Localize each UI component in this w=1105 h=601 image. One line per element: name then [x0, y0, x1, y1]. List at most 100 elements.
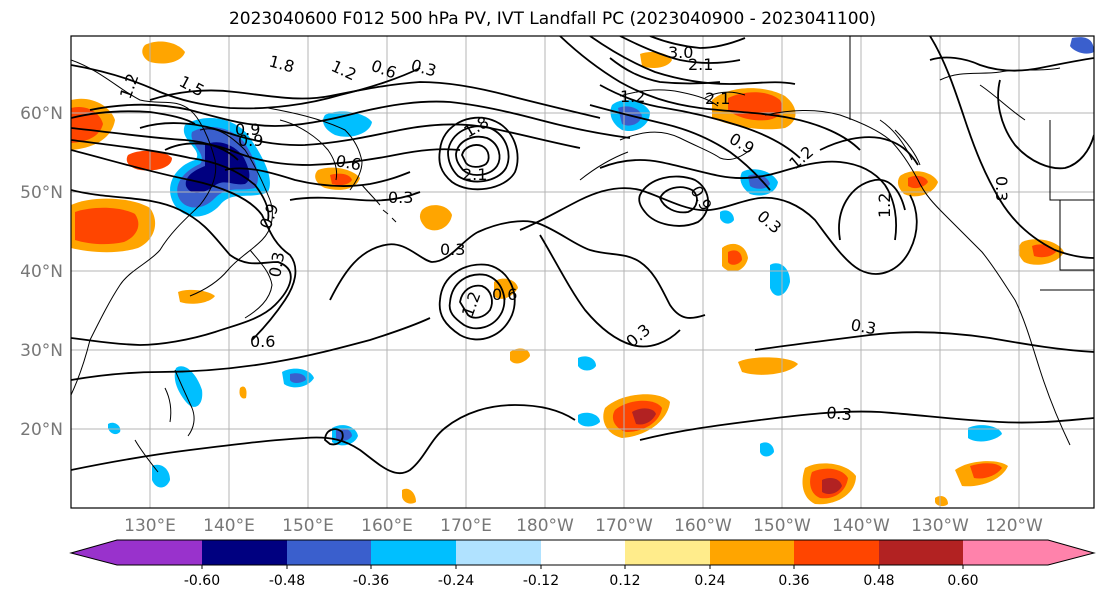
contour-label: 0.9 — [235, 120, 260, 139]
colorbar-outline — [69, 539, 1096, 566]
contour-low-1 — [438, 116, 519, 191]
shade-darkred-tropic-e — [822, 478, 842, 494]
shade-orange-tropic-w — [402, 488, 416, 504]
colorbar-segment — [710, 540, 795, 565]
contour-mid-1 — [519, 187, 918, 275]
lon-label: 180°W — [516, 516, 574, 536]
colorbar-tick-label: 0.48 — [863, 573, 894, 589]
contour-low-4 — [461, 144, 490, 168]
shade-orange-korea — [178, 289, 215, 304]
contour-nw-6 — [224, 167, 411, 187]
lon-label: 160°W — [674, 516, 732, 536]
map-panel: 1.8 1.2 0.6 0.3 3.0 2.1 1.5 1.2 0.9 0.6 … — [71, 36, 1094, 508]
lat-label: 20°N — [20, 420, 63, 440]
contour-0.3-loop — [71, 404, 576, 475]
shade-blue-phil — [174, 366, 203, 407]
contour-low-south-2 — [448, 273, 506, 330]
contour-label: 0.3 — [992, 176, 1011, 201]
colorbar-segment — [541, 540, 626, 565]
shade-orange-kamchatka — [126, 150, 172, 171]
contour-ak-3 — [619, 36, 741, 64]
latitude-labels: 60°N 50°N 40°N 30°N 20°N — [20, 104, 63, 440]
shade-red-subtrop-e — [970, 463, 1002, 479]
contour-0.6-south — [71, 317, 431, 381]
lat-label: 40°N — [20, 262, 63, 282]
colorbar-extend-high — [1048, 540, 1094, 565]
shade-blue-mid1b — [290, 373, 306, 383]
lat-label: 50°N — [20, 183, 63, 203]
lon-label: 130°W — [911, 516, 969, 536]
colorbar-segment — [625, 540, 711, 565]
shade-blue-small1 — [720, 210, 734, 224]
contour-label: 2.1 — [705, 89, 730, 108]
contour-ak-7 — [609, 57, 721, 85]
contour-label: 1.2 — [328, 56, 359, 84]
shade-red-hawaii-n — [728, 250, 742, 265]
contour-nw-5 — [164, 142, 461, 166]
shade-blue-tropic2 — [578, 356, 596, 371]
shade-red-west — [75, 207, 139, 245]
contour-low-3 — [455, 135, 501, 176]
contour-ridge-1 — [819, 136, 919, 166]
lon-label: 150°W — [753, 516, 811, 536]
contour-1.2-main — [71, 127, 239, 161]
colorbar-segment — [963, 540, 1049, 565]
contour-label: 0.3 — [753, 207, 785, 238]
colorbar-segment — [202, 540, 288, 565]
contour-e-2 — [997, 79, 1094, 170]
contour-label: 0.9 — [726, 129, 758, 158]
contour-label: 0.6 — [334, 151, 362, 174]
contour-0.3-east — [754, 331, 1094, 353]
shade-orange-mid-e — [738, 357, 798, 375]
contour-label: 2.1 — [688, 55, 713, 74]
contour-nw-2 — [149, 81, 601, 119]
map-title: 2023040600 F012 500 hPa PV, IVT Landfall… — [228, 9, 876, 29]
contour-mid-2 — [599, 159, 898, 241]
contour-label: 1.2 — [116, 71, 143, 101]
lon-label: 140°W — [832, 516, 890, 536]
contour-low-south-1 — [438, 263, 516, 341]
contour-label: 1.2 — [620, 87, 645, 106]
contour-label: 0.3 — [265, 250, 288, 278]
contour-ak-6 — [589, 104, 771, 191]
colorbar: -0.60 -0.48 -0.36 -0.24 -0.12 0.12 0.24 0.36 0.4… — [69, 539, 1096, 589]
contour-1.5-main — [71, 110, 196, 125]
contour-0.3-big — [329, 220, 706, 319]
contour-e-1 — [929, 36, 1094, 259]
shade-blue-canada — [1070, 37, 1094, 54]
contour-label: 3.0 — [668, 43, 693, 62]
shade-orange-mid2 — [494, 278, 518, 299]
colorbar-tick-label: 0.36 — [778, 573, 809, 589]
contour-label: 1.8 — [461, 112, 493, 141]
lat-label: 60°N — [20, 104, 63, 124]
contour-ak-4 — [649, 36, 746, 49]
shade-blue-tropic3 — [968, 425, 1002, 442]
lon-label: 170°E — [440, 516, 492, 536]
shade-blue-tropic6 — [108, 422, 121, 435]
contour-label: 2.1 — [462, 165, 487, 184]
shade-red-bc — [908, 175, 928, 189]
graticule — [71, 36, 1094, 508]
contour-0.3-sw-loop — [324, 428, 344, 446]
shade-blue-tropic5 — [760, 442, 774, 457]
lon-label: 130°E — [124, 516, 176, 536]
contour-mid-3 — [659, 186, 698, 214]
colorbar-tick-label: 0.24 — [694, 573, 725, 589]
contour-label: 0.3 — [440, 240, 465, 259]
shade-red-kuril — [330, 173, 352, 186]
contour-e-3 — [929, 56, 1094, 72]
contour-low-2 — [447, 125, 510, 183]
colorbar-tick-label: 0.60 — [947, 573, 978, 589]
shade-orange-ryukyu — [510, 348, 530, 364]
contour-label: 0.9 — [256, 201, 283, 231]
contour-nw-3 — [89, 100, 631, 139]
lon-label: 120°W — [985, 516, 1043, 536]
colorbar-ticks: -0.60 -0.48 -0.36 -0.24 -0.12 0.12 0.24 0.36 0.4… — [184, 565, 979, 589]
shade-darkred-hawaii — [632, 408, 656, 425]
contour-nw-1 — [71, 64, 421, 110]
colorbar-tick-label: -0.48 — [269, 573, 305, 589]
contour-nw-4 — [139, 122, 581, 149]
shade-orange-small-n — [239, 386, 247, 399]
colorbar-extend-low — [71, 540, 117, 565]
